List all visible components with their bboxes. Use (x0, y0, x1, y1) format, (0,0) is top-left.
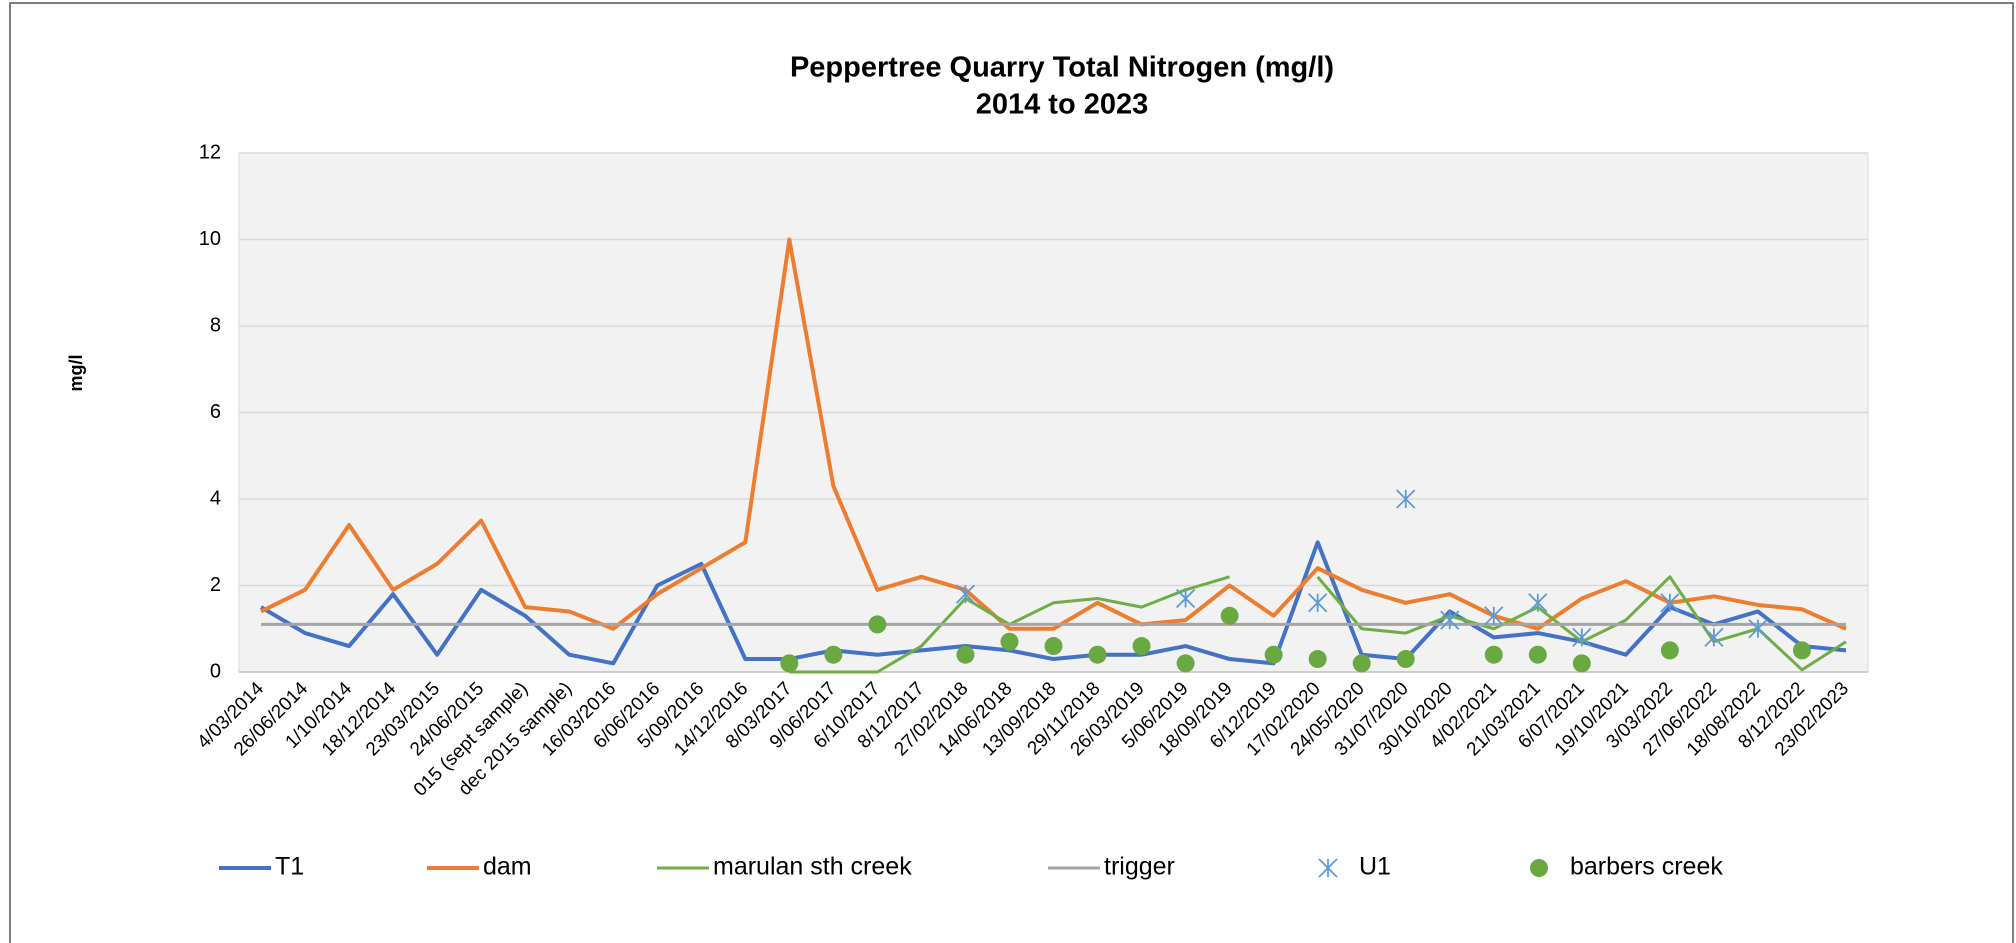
chart-title: Peppertree Quarry Total Nitrogen (mg/l) (790, 52, 1334, 84)
series-marker (824, 645, 843, 664)
legend-label: T1 (275, 853, 304, 881)
series-marker (1044, 637, 1063, 656)
series-marker (780, 654, 799, 673)
series-marker (1088, 645, 1107, 664)
series-marker (1264, 645, 1283, 664)
series-marker (1660, 593, 1680, 613)
series-marker (1308, 650, 1327, 669)
y-tick-label: 2 (210, 574, 221, 596)
y-tick-label: 10 (199, 228, 221, 250)
series-line (260, 237, 1847, 631)
series-marker (1792, 641, 1811, 660)
y-tick-label: 6 (210, 401, 221, 423)
legend-label: dam (483, 853, 532, 881)
series-marker (1396, 489, 1416, 509)
series-marker (1660, 641, 1679, 660)
series-marker (1748, 619, 1768, 639)
y-tick-label: 8 (210, 314, 221, 336)
legend-swatch (1530, 859, 1548, 877)
series-marker (1352, 654, 1371, 673)
series-marker (1572, 654, 1591, 673)
series-marker (1484, 606, 1504, 626)
series-marker (1308, 593, 1328, 613)
legend-label: marulan sth creek (713, 853, 912, 881)
series-marker (1000, 632, 1019, 651)
series-marker (1572, 627, 1592, 648)
series-marker (956, 645, 975, 664)
series-marker (868, 615, 887, 634)
y-tick-label: 4 (210, 487, 221, 509)
legend-label: barbers creek (1570, 853, 1723, 881)
series-marker (1440, 610, 1460, 630)
series-marker (1176, 654, 1195, 673)
series-marker (1396, 650, 1415, 669)
series-marker (1528, 645, 1547, 664)
chart-subtitle: 2014 to 2023 (976, 89, 1149, 121)
series-marker (1132, 637, 1151, 656)
y-tick-label: 12 (199, 141, 221, 163)
y-axis-label: mg/l (66, 354, 86, 391)
series-marker (1175, 588, 1196, 609)
y-tick-label: 0 (210, 660, 221, 682)
legend-swatch (1318, 858, 1338, 878)
series-marker (955, 584, 976, 604)
legend-label: U1 (1359, 853, 1391, 881)
series-marker (1484, 645, 1503, 664)
series-marker (1528, 593, 1548, 613)
series-marker (1220, 606, 1239, 625)
legend-label: trigger (1104, 853, 1175, 881)
series-marker (1704, 627, 1724, 648)
